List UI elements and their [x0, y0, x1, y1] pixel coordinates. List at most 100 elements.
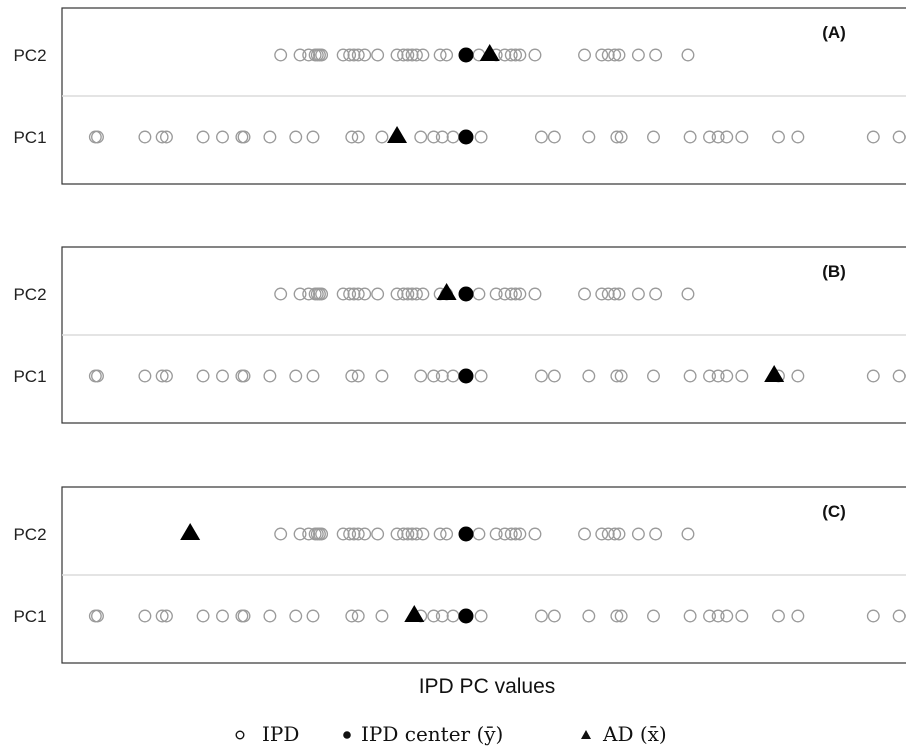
legend-label: IPD center (ȳ): [361, 722, 503, 746]
ipd-point: [681, 527, 695, 541]
ad-point: [180, 523, 201, 540]
ipd-point: [595, 527, 609, 541]
ipd-point: [433, 48, 447, 62]
ipd-point: [513, 527, 527, 541]
ipd-point: [414, 130, 428, 144]
ipd-point: [160, 609, 173, 623]
ipd-point: [649, 527, 663, 541]
ipd-center-point: [458, 608, 474, 624]
ipd-point: [649, 48, 663, 62]
ipd-point: [237, 130, 251, 144]
panel: (B) PC2 PC1: [13, 246, 906, 424]
ipd-point: [504, 287, 518, 301]
ipd-point: [390, 48, 404, 62]
ipd-point: [351, 527, 365, 541]
ipd-point: [791, 130, 805, 144]
ipd-point: [892, 609, 906, 623]
ipd-point: [416, 287, 430, 301]
ipd-point: [138, 609, 152, 623]
ipd-point: [347, 287, 361, 301]
ipd-point: [474, 369, 488, 383]
ipd-point: [509, 287, 523, 301]
legend-item: AD (x̄): [581, 722, 667, 746]
ipd-point: [614, 130, 628, 144]
panel-tag: (C): [822, 502, 846, 521]
ipd-point: [772, 130, 785, 144]
ipd-point: [155, 130, 169, 144]
ipd-point: [138, 130, 152, 144]
ipd-point: [302, 48, 316, 62]
ipd-point: [345, 609, 359, 623]
ipd-point: [416, 527, 430, 541]
ipd-point: [274, 48, 288, 62]
ipd-point: [866, 130, 880, 144]
ipd-point: [504, 48, 518, 62]
ipd-point: [582, 609, 596, 623]
ipd-point: [892, 369, 906, 383]
y-tick-label: PC1: [13, 367, 46, 386]
ipd-point: [489, 527, 503, 541]
ad-point: [387, 126, 408, 143]
ipd-point: [534, 609, 548, 623]
ipd-point: [347, 527, 361, 541]
ad-point: [404, 605, 425, 622]
ipd-point: [547, 369, 561, 383]
ipd-point: [405, 287, 419, 301]
ipd-point: [509, 48, 523, 62]
ipd-point: [720, 130, 734, 144]
ipd-point: [578, 527, 591, 541]
ipd-point: [446, 609, 460, 623]
ipd-point: [263, 369, 277, 383]
ipd-center-point: [458, 526, 474, 542]
ipd-point: [155, 609, 169, 623]
y-tick-label: PC2: [13, 46, 46, 65]
ipd-point: [578, 48, 591, 62]
ipd-point: [489, 287, 503, 301]
ipd-point: [351, 130, 365, 144]
ipd-point: [371, 48, 385, 62]
ipd-point: [405, 48, 419, 62]
ipd-point: [614, 609, 628, 623]
ipd-point: [91, 369, 104, 383]
ipd-point: [440, 527, 454, 541]
ipd-point: [302, 527, 316, 541]
ipd-point: [595, 48, 609, 62]
ipd-point: [631, 287, 645, 301]
ipd-point: [498, 527, 512, 541]
ipd-point: [293, 287, 307, 301]
ipd-point: [155, 369, 169, 383]
ipd-point: [216, 609, 229, 623]
legend-marker-ipd: [235, 730, 245, 740]
ipd-point: [427, 130, 441, 144]
ipd-point: [343, 527, 357, 541]
ipd-point: [409, 287, 423, 301]
ipd-point: [435, 369, 449, 383]
ipd-point: [435, 130, 449, 144]
ipd-point: [474, 130, 488, 144]
ipd-point: [711, 369, 725, 383]
ipd-point: [343, 48, 357, 62]
ipd-point: [866, 609, 880, 623]
ipd-point: [397, 287, 410, 301]
ipd-point: [772, 609, 785, 623]
ipd-point: [440, 48, 454, 62]
ipd-point: [647, 609, 660, 623]
ipd-point: [498, 287, 512, 301]
ad-point: [479, 44, 500, 61]
ipd-point: [371, 527, 385, 541]
ipd-point: [610, 609, 624, 623]
ipd-point: [791, 369, 805, 383]
ipd-point: [513, 48, 527, 62]
ipd-point: [649, 287, 663, 301]
y-tick-label: PC2: [13, 285, 46, 304]
ipd-point: [631, 527, 645, 541]
ipd-center-point: [458, 368, 474, 384]
ipd-point: [892, 130, 906, 144]
ipd-point: [608, 48, 622, 62]
ipd-point: [612, 48, 626, 62]
ipd-point: [735, 369, 749, 383]
ipd-point: [595, 287, 609, 301]
ipd-point: [631, 48, 645, 62]
ipd-point: [612, 287, 626, 301]
